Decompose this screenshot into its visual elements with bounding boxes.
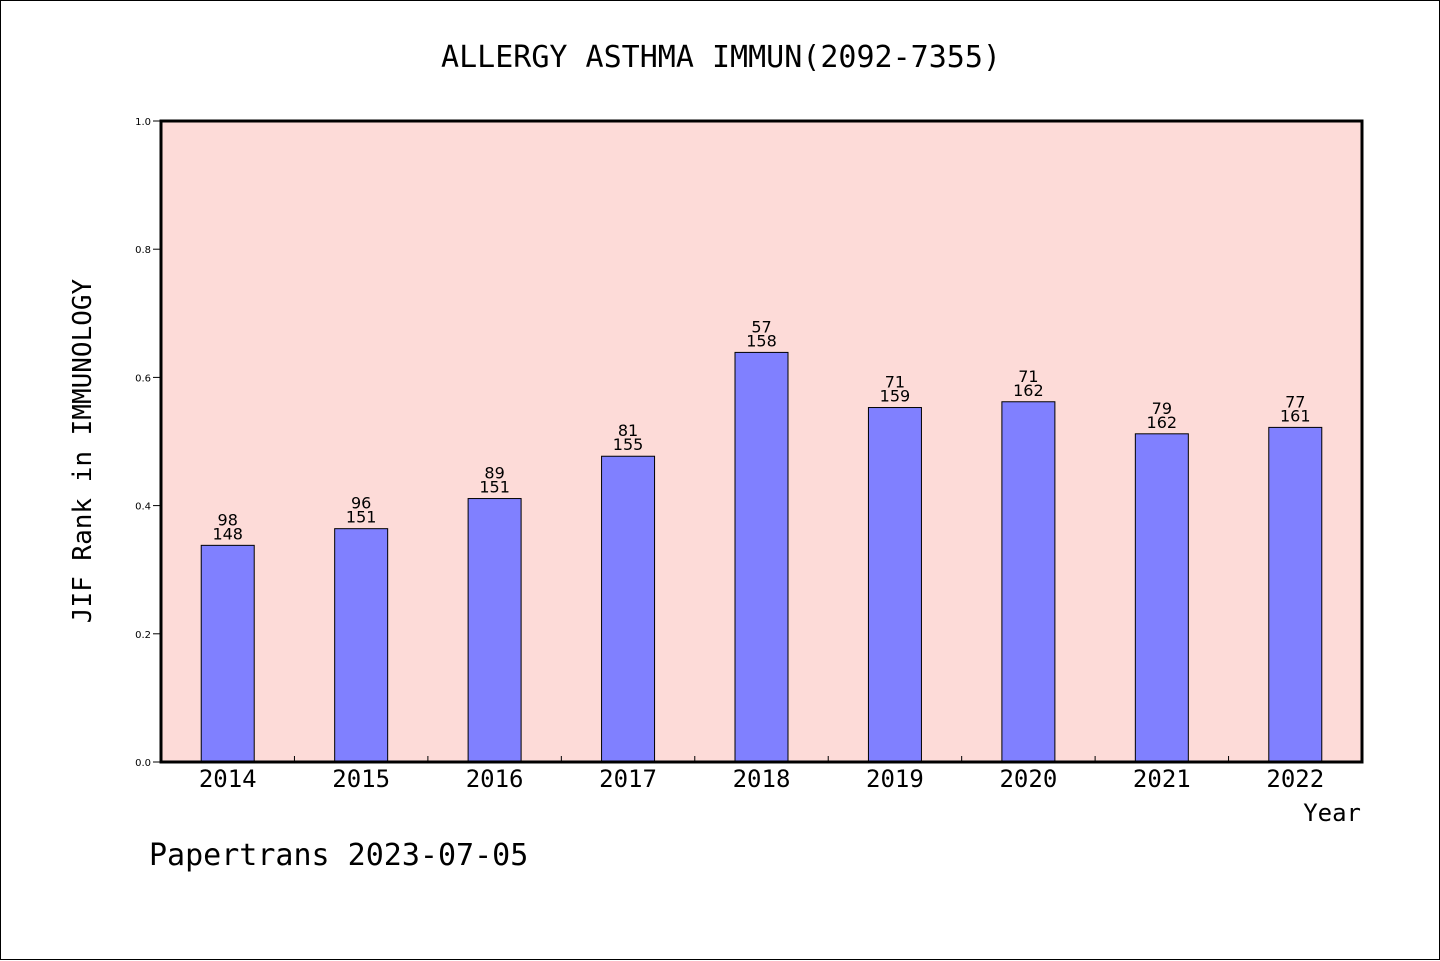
y-tick-label: 0.6 — [135, 373, 151, 384]
data-label-total: 148 — [212, 524, 243, 543]
bar — [467, 498, 522, 763]
bar — [334, 528, 389, 763]
footer-credit: Papertrans 2023-07-05 — [149, 838, 528, 873]
bar — [734, 351, 789, 763]
x-tick-label: 2017 — [599, 765, 657, 793]
data-label-rank: 57 — [751, 317, 771, 336]
data-label-rank: 71 — [1018, 367, 1038, 386]
x-tick-label: 2015 — [332, 765, 390, 793]
bar — [1134, 433, 1189, 763]
y-tick-label: 1.0 — [135, 117, 151, 128]
bar — [867, 407, 922, 763]
x-tick-label: 2021 — [1133, 765, 1191, 793]
y-tick-label: 0.0 — [135, 758, 151, 769]
data-label-rank: 79 — [1152, 399, 1172, 418]
bar — [1268, 426, 1323, 763]
data-label-total: 161 — [1280, 406, 1311, 425]
x-axis-title: Year — [1303, 799, 1361, 827]
x-tick-label: 2016 — [466, 765, 524, 793]
y-tick-label: 0.8 — [135, 245, 151, 256]
bar-series — [200, 351, 1323, 763]
x-tick-label: 2020 — [999, 765, 1057, 793]
x-tick-label: 2022 — [1266, 765, 1324, 793]
data-labels: 9814896151891518115557158711597116279162… — [212, 317, 1310, 543]
x-axis: 2014 2015 2016 2017 2018 2019 2020 2021 2022 — [199, 756, 1324, 793]
plot-border — [159, 119, 1364, 764]
y-tick-label: 0.4 — [135, 502, 151, 513]
data-label-total: 159 — [880, 387, 911, 406]
data-label-total: 162 — [1147, 413, 1178, 432]
chart-title: ALLERGY ASTHMA IMMUN(2092-7355) — [441, 40, 1001, 75]
data-label-total: 151 — [479, 478, 510, 497]
x-tick-label: 2014 — [199, 765, 257, 793]
data-label-total: 155 — [613, 435, 644, 454]
y-axis: 0.0 0.2 0.4 0.6 0.8 1.0 — [135, 117, 161, 769]
data-label-total: 151 — [346, 508, 377, 527]
bar — [601, 455, 656, 763]
x-tick-label: 2019 — [866, 765, 924, 793]
x-tick-label: 2018 — [733, 765, 791, 793]
y-axis-title: JIF Rank in IMMUNOLOGY — [68, 278, 98, 623]
data-label-rank: 89 — [484, 464, 504, 483]
data-label-total: 162 — [1013, 381, 1044, 400]
data-label-rank: 96 — [351, 494, 371, 513]
data-label-total: 158 — [746, 331, 777, 350]
bar — [200, 544, 255, 763]
y-tick-label: 0.2 — [135, 630, 151, 641]
data-label-rank: 77 — [1285, 392, 1305, 411]
data-label-rank: 71 — [885, 373, 905, 392]
data-label-rank: 81 — [618, 421, 638, 440]
data-label-rank: 98 — [218, 510, 238, 529]
bar — [1001, 401, 1056, 763]
